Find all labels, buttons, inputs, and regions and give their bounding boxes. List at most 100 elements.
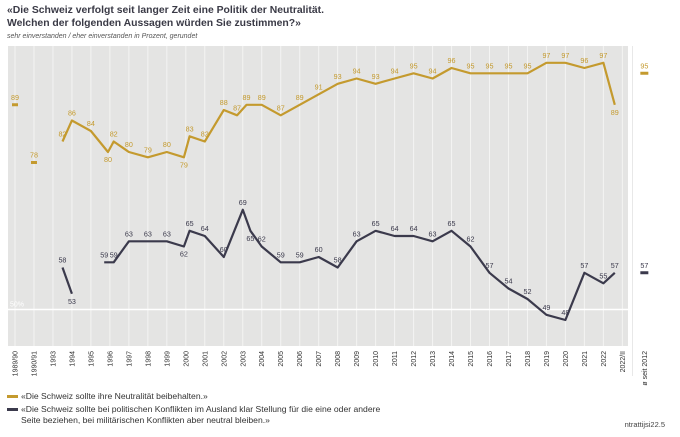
x-tick-label: 2000: [183, 351, 190, 367]
chart-subtitle: sehr einverstanden / eher einverstanden …: [7, 33, 198, 40]
x-tick-label: 2009: [354, 351, 361, 367]
x-tick-label: 2019: [544, 351, 551, 367]
series-1-average-marker: [640, 271, 649, 275]
series-0-data-label: 94: [353, 67, 361, 76]
series-1-data-label: 65: [448, 219, 456, 228]
series-0-data-label: 89: [296, 93, 304, 102]
series-0-data-label: 82: [201, 130, 209, 139]
x-tick-label: 2013: [430, 351, 437, 367]
series-0-data-label: 93: [334, 72, 342, 81]
series-1-data-label: 60: [315, 245, 323, 254]
series-1-data-label: 59: [100, 250, 108, 259]
series-1-data-label: 53: [68, 297, 76, 306]
series-0-data-label: 91: [315, 82, 323, 91]
legend-label-position: «Die Schweiz sollte bei politischen Konf…: [21, 404, 381, 425]
chart-title: «Die Schweiz verfolgt seit langer Zeit e…: [7, 4, 627, 30]
legend-label-neutrality: «Die Schweiz sollte ihre Neutralität bei…: [21, 391, 208, 401]
legend-swatch-gold: [7, 395, 18, 398]
x-tick-label: 2022/II: [620, 351, 627, 372]
series-0-marker: [12, 103, 18, 107]
series-0-data-label: 80: [125, 140, 133, 149]
x-tick-label: 1989/90: [13, 351, 20, 376]
x-tick-label: 2008: [335, 351, 342, 367]
series-0-data-label: 95: [504, 61, 512, 70]
x-tick-label: 2005: [278, 351, 285, 367]
x-tick-label: 1995: [88, 351, 95, 367]
series-0-data-label: 89: [243, 93, 251, 102]
plot-background: [8, 46, 628, 346]
x-tick-label: 1996: [107, 351, 114, 367]
series-0-data-label: 88: [220, 98, 228, 107]
x-tick-label: 2018: [525, 351, 532, 367]
series-0-data-label: 87: [233, 103, 241, 112]
series-0-data-label: 89: [11, 93, 19, 102]
series-1-data-label: 55: [599, 271, 607, 280]
series-1-data-label: 62: [258, 235, 266, 244]
series-0-data-label: 94: [429, 67, 437, 76]
series-1-data-label: 57: [611, 261, 619, 270]
series-1-data-label: 57: [580, 261, 588, 270]
series-1-data-label: 59: [277, 250, 285, 259]
x-tick-label: 2001: [202, 351, 209, 367]
series-1-data-label: 69: [239, 198, 247, 207]
series-1-data-label: 52: [523, 287, 531, 296]
series-0-data-label: 97: [599, 51, 607, 60]
series-0-data-label: 82: [110, 130, 118, 139]
series-1-data-label: 62: [467, 235, 475, 244]
series-1-data-label: 58: [58, 256, 66, 265]
x-tick-label: 2022: [601, 351, 608, 367]
series-0-data-label: 93: [372, 72, 380, 81]
series-0-data-label: 95: [410, 61, 418, 70]
series-1-line: [104, 208, 616, 322]
series-0-data-label: 97: [561, 51, 569, 60]
x-tick-label: 1999: [164, 351, 171, 367]
x-tick-label: 1993: [50, 351, 57, 367]
series-0-data-label: 89: [611, 108, 619, 117]
series-1-data-label: 65: [372, 219, 380, 228]
series-0-data-label: 84: [87, 119, 95, 128]
x-tick-label: 2016: [487, 351, 494, 367]
series-0-data-label: 89: [258, 93, 266, 102]
series-1-average-label: 57: [640, 261, 648, 270]
series-0-data-label: 94: [391, 67, 399, 76]
series-0-line: [61, 61, 616, 159]
series-1-data-label: 60: [220, 245, 228, 254]
series-0-data-label: 80: [163, 140, 171, 149]
series-1-data-label: 62: [180, 250, 188, 259]
series-1-data-label: 49: [542, 303, 550, 312]
series-1-data-label: 63: [163, 229, 171, 238]
series-1-data-label: 59: [110, 250, 118, 259]
x-tick-label: 2015: [468, 351, 475, 367]
series-0-data-label: 95: [523, 61, 531, 70]
x-tick-label: 2006: [297, 351, 304, 367]
series-0-data-label: 79: [180, 160, 188, 169]
x-tick-label: 1998: [145, 351, 152, 367]
x-tick-label: 2003: [240, 351, 247, 367]
reference-line-label: 50%: [10, 302, 24, 309]
series-0-data-label: 82: [58, 130, 66, 139]
series-1-data-label: 64: [391, 224, 399, 233]
series-0-data-label: 96: [448, 56, 456, 65]
series-0-data-label: 78: [30, 151, 38, 160]
series-1-data-label: 65: [246, 234, 254, 243]
series-0-average-label: 95: [640, 61, 648, 70]
series-1-data-label: 64: [410, 224, 418, 233]
x-tick-label: 2021: [582, 351, 589, 367]
x-tick-label: 1994: [69, 351, 76, 367]
series-1-data-label: 57: [486, 261, 494, 270]
series-1-data-label: 58: [334, 256, 342, 265]
x-tick-label: 2014: [449, 351, 456, 367]
x-tick-label: 2020: [563, 351, 570, 367]
series-1-data-label: 63: [125, 229, 133, 238]
series-0-marker: [30, 161, 37, 164]
x-tick-label: 2004: [259, 351, 266, 367]
x-tick-label: 2002: [221, 351, 228, 367]
x-tick-label: 2017: [506, 351, 513, 367]
series-0-average-marker: [640, 71, 649, 75]
series-0-data-label: 83: [186, 124, 194, 133]
series-1-data-label: 59: [296, 250, 304, 259]
series-1-line: [61, 267, 73, 295]
x-tick-label: ø seit 2012: [642, 351, 649, 386]
series-0-data-label: 96: [580, 56, 588, 65]
series-1-data-label: 54: [504, 277, 512, 286]
